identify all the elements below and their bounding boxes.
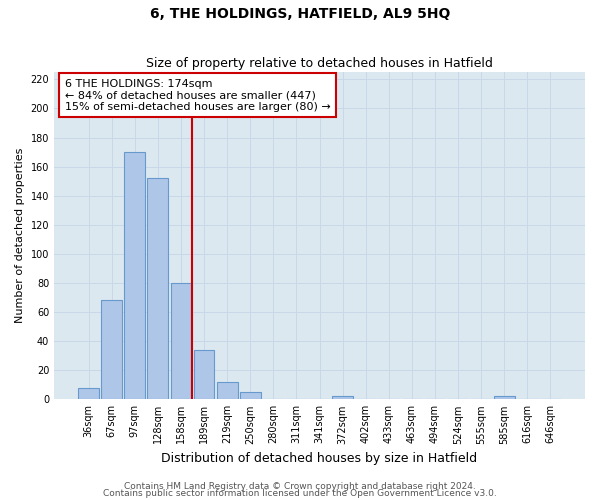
Bar bbox=[101, 300, 122, 400]
Y-axis label: Number of detached properties: Number of detached properties bbox=[15, 148, 25, 324]
Bar bbox=[170, 283, 191, 400]
Text: 6, THE HOLDINGS, HATFIELD, AL9 5HQ: 6, THE HOLDINGS, HATFIELD, AL9 5HQ bbox=[150, 8, 450, 22]
Bar bbox=[148, 178, 168, 400]
Text: Contains public sector information licensed under the Open Government Licence v3: Contains public sector information licen… bbox=[103, 489, 497, 498]
Bar bbox=[78, 388, 99, 400]
Text: 6 THE HOLDINGS: 174sqm
← 84% of detached houses are smaller (447)
15% of semi-de: 6 THE HOLDINGS: 174sqm ← 84% of detached… bbox=[65, 78, 331, 112]
Bar bbox=[217, 382, 238, 400]
Title: Size of property relative to detached houses in Hatfield: Size of property relative to detached ho… bbox=[146, 56, 493, 70]
Bar bbox=[240, 392, 260, 400]
X-axis label: Distribution of detached houses by size in Hatfield: Distribution of detached houses by size … bbox=[161, 452, 478, 465]
Text: Contains HM Land Registry data © Crown copyright and database right 2024.: Contains HM Land Registry data © Crown c… bbox=[124, 482, 476, 491]
Bar bbox=[494, 396, 515, 400]
Bar bbox=[194, 350, 214, 400]
Bar bbox=[332, 396, 353, 400]
Bar bbox=[124, 152, 145, 400]
